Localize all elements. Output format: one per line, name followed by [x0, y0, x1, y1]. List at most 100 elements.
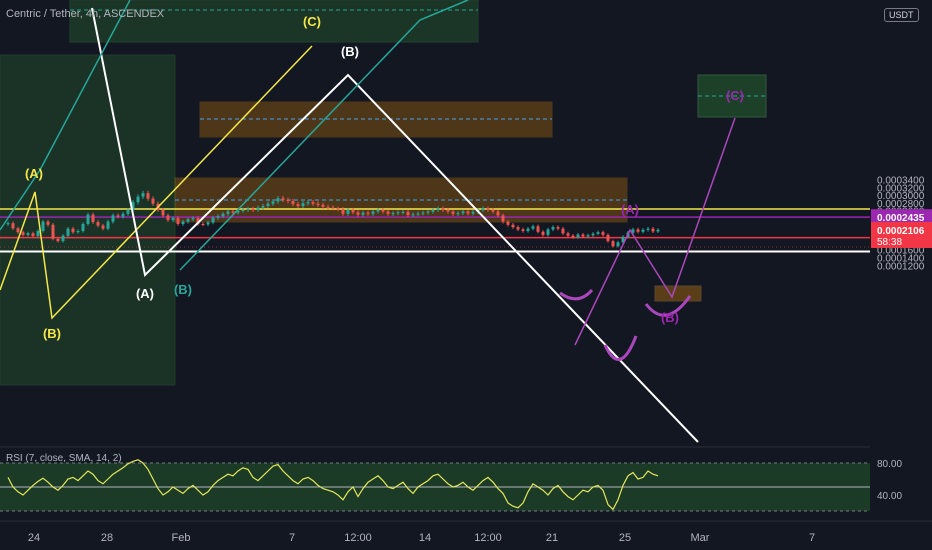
candle-body: [401, 211, 405, 213]
candle-body: [636, 229, 640, 232]
time-tick-label: 21: [546, 532, 558, 544]
candle-body: [96, 222, 100, 226]
white-wave-line: [91, 7, 699, 443]
candle-body: [161, 209, 165, 216]
candle-body: [106, 221, 110, 229]
candle-body: [506, 221, 510, 225]
candle-body: [606, 234, 610, 242]
candle-body: [216, 216, 220, 218]
price-tick-label: 0.0003000: [877, 191, 925, 202]
purple-arc: [603, 335, 638, 361]
wave-annotations: (A) (B) (C) (A) (B) (B) (A) (B) (C): [25, 14, 744, 341]
candle-body: [66, 228, 70, 236]
candle-body: [601, 232, 605, 235]
candle-body: [376, 209, 380, 212]
time-axis[interactable]: 24 28 Feb 7 12:00 14 12:00 21 25 Mar 7: [0, 520, 932, 544]
rsi-tick-label: 40.00: [877, 491, 902, 502]
candle-body: [191, 218, 195, 220]
candle-body: [461, 211, 465, 214]
candle-body: [226, 211, 230, 214]
candle-body: [251, 208, 255, 210]
countdown-label: 58:38: [877, 237, 902, 248]
horizontal-levels: [0, 208, 870, 253]
candle-body: [356, 212, 360, 215]
candle-body: [391, 213, 395, 215]
symbol-legend[interactable]: Centric / Tether, 4h, ASCENDEX: [6, 8, 165, 20]
candle-body: [76, 231, 80, 233]
candle-body: [256, 207, 260, 210]
candle-body: [381, 209, 385, 212]
wave-label: (B): [43, 326, 61, 341]
candle-body: [121, 213, 125, 217]
candle-body: [551, 227, 555, 230]
candle-body: [346, 209, 350, 214]
candle-body: [111, 215, 115, 222]
candle-body: [41, 221, 45, 232]
candle-body: [581, 234, 585, 237]
candle-body: [146, 193, 150, 199]
candle-body: [576, 234, 580, 238]
candle-body: [331, 207, 335, 209]
teal-channel-line: [179, 0, 469, 271]
candle-body: [436, 208, 440, 210]
candle-body: [556, 227, 560, 229]
candle-body: [196, 218, 200, 224]
price-tick-label: 0.0001400: [877, 254, 925, 265]
time-tick-label: 12:00: [344, 532, 372, 544]
candle-body: [596, 232, 600, 234]
price-tick-label: 0.0003400: [877, 176, 925, 187]
currency-badge[interactable]: USDT: [884, 8, 919, 22]
candle-body: [286, 199, 290, 201]
time-tick-label: Mar: [691, 532, 710, 544]
candle-body: [141, 193, 145, 197]
candle-body: [31, 233, 35, 237]
candle-body: [656, 229, 660, 232]
candle-body: [316, 203, 320, 205]
candle-body: [536, 226, 540, 232]
candle-body: [211, 217, 215, 223]
candle-body: [36, 231, 40, 237]
green-zone-top: [69, 0, 479, 43]
candle-body: [176, 218, 180, 224]
candle-body: [426, 211, 430, 213]
rsi-legend[interactable]: RSI (7, close, SMA, 14, 2): [6, 453, 122, 464]
candle-body: [326, 206, 330, 208]
wave-label: (B): [174, 282, 192, 297]
candle-body: [496, 211, 500, 216]
drawing-zones: [0, 0, 767, 386]
time-tick-label: Feb: [172, 532, 191, 544]
axis-bg: [870, 0, 932, 550]
candle-body: [81, 223, 85, 232]
candle-body: [371, 211, 375, 214]
candle-body: [11, 223, 15, 229]
candle-body: [261, 206, 265, 208]
wave-label: (A): [25, 166, 43, 181]
candle-body: [491, 209, 495, 212]
candle-body: [396, 212, 400, 214]
candle-body: [561, 228, 565, 234]
price-tick-label: 0.0002800: [877, 199, 925, 210]
candle-body: [311, 202, 315, 204]
time-tick-label: 7: [289, 532, 295, 544]
candle-body: [586, 235, 590, 237]
candle-body: [526, 228, 530, 232]
candle-body: [151, 198, 155, 204]
wave-label: (C): [726, 88, 744, 103]
candle-body: [266, 203, 270, 207]
candle-body: [101, 225, 105, 229]
candle-body: [71, 228, 75, 233]
candle-body: [651, 228, 655, 232]
rsi-pane: [0, 446, 870, 512]
candle-body: [301, 203, 305, 207]
candle-body: [276, 198, 280, 202]
candle-body: [521, 229, 525, 232]
candle-body: [61, 235, 65, 242]
candle-body: [531, 226, 535, 229]
candle-body: [296, 204, 300, 207]
candle-body: [386, 211, 390, 214]
candle-body: [501, 215, 505, 222]
candle-body: [281, 198, 285, 200]
orange-zone-small: [654, 285, 702, 302]
